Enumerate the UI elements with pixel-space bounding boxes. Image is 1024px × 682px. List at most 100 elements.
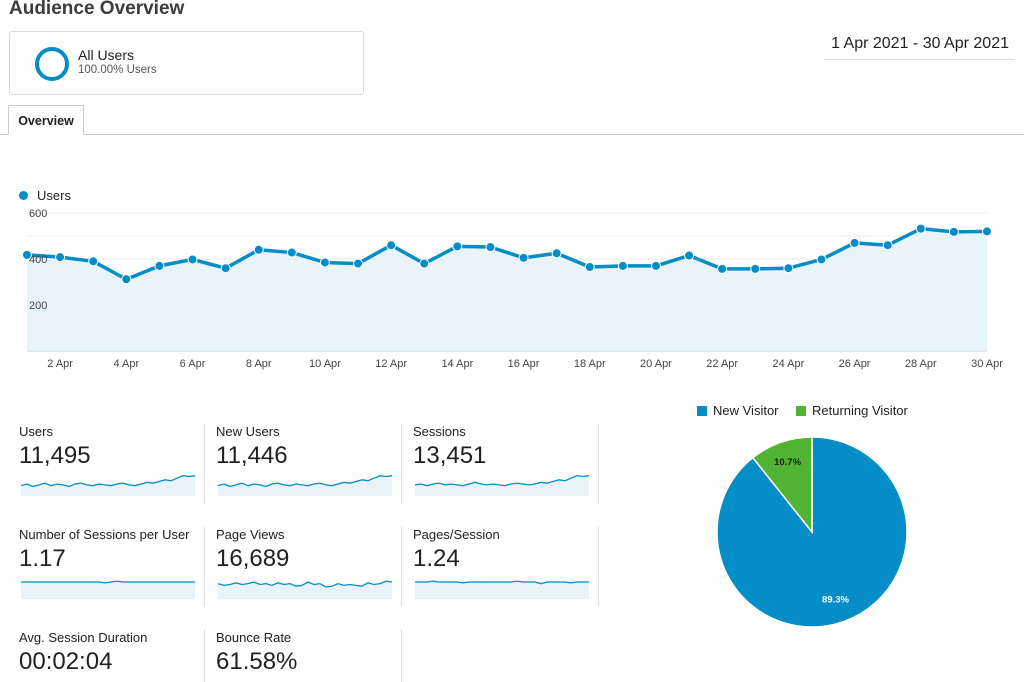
x-tick-label: 12 Apr: [375, 358, 407, 370]
users-data-point[interactable]: [22, 249, 32, 260]
pie-slice-returning-visitor[interactable]: [751, 436, 813, 535]
users-data-point[interactable]: [518, 252, 529, 263]
metric-tile[interactable]: Number of Sessions per User 1.17: [19, 527, 209, 607]
users-legend-dot-icon: [19, 191, 28, 200]
users-data-point[interactable]: [750, 263, 761, 274]
segment-card[interactable]: All Users 100.00% Users: [9, 31, 364, 95]
users-data-point[interactable]: [816, 254, 827, 265]
pie-slice-label: 10.7%: [774, 457, 801, 468]
users-data-point[interactable]: [55, 252, 66, 263]
metric-sparkline: [415, 474, 589, 496]
users-line-chart[interactable]: 200 400 600 2 Apr 4 Apr 6 Apr 8 Apr 10 Apr 12 Ap…: [0, 205, 1024, 375]
x-tick-label: 10 Apr: [309, 358, 341, 370]
pie-legend-label: Returning Visitor: [812, 403, 908, 418]
sparkline-line: [415, 474, 589, 487]
metric-tile[interactable]: New Users 11,446: [216, 424, 406, 504]
metric-tile[interactable]: Sessions 13,451: [413, 424, 603, 504]
users-data-point[interactable]: [584, 262, 595, 273]
users-data-point[interactable]: [154, 260, 165, 271]
metric-value: 11,495: [19, 442, 91, 469]
x-tick-label: 26 Apr: [839, 358, 871, 370]
pie-legend-returning-visitor[interactable]: Returning Visitor: [796, 403, 908, 418]
x-tick-label: 22 Apr: [706, 358, 738, 370]
metric-value: 13,451: [413, 442, 487, 469]
visitor-type-pie-chart[interactable]: 89.3% 10.7%: [700, 425, 924, 649]
metric-divider: [598, 424, 599, 504]
users-data-point[interactable]: [485, 242, 496, 253]
metric-label: Pages/Session: [413, 527, 500, 542]
users-data-point[interactable]: [717, 263, 728, 274]
sparkline-line: [218, 580, 392, 588]
segment-ring-icon: [35, 47, 69, 81]
sparkline-line: [21, 474, 195, 488]
metric-sparkline: [21, 678, 195, 682]
metric-value: 1.17: [19, 545, 66, 572]
metric-value: 61.58%: [216, 648, 298, 675]
metric-sparkline: [218, 474, 392, 496]
sparkline-line: [218, 474, 392, 488]
users-data-point[interactable]: [948, 226, 959, 237]
users-data-point[interactable]: [386, 240, 397, 251]
metric-label: Users: [19, 424, 53, 439]
sparkline-line: [21, 580, 195, 584]
new-visitor-swatch-icon: [697, 406, 707, 416]
users-data-point[interactable]: [121, 274, 132, 285]
users-data-point[interactable]: [650, 260, 661, 271]
users-data-point[interactable]: [783, 263, 794, 274]
pie-legend-new-visitor[interactable]: New Visitor: [697, 403, 779, 418]
metric-divider: [401, 527, 402, 607]
x-tick-label: 14 Apr: [441, 358, 473, 370]
tab-divider: [0, 134, 1024, 135]
x-tick-label: 16 Apr: [508, 358, 540, 370]
metric-divider: [204, 527, 205, 607]
metric-value: 11,446: [216, 442, 288, 469]
x-tick-label: 20 Apr: [640, 358, 672, 370]
metric-tile[interactable]: Avg. Session Duration 00:02:04: [19, 630, 209, 682]
users-data-point[interactable]: [319, 257, 330, 268]
users-data-point[interactable]: [617, 260, 628, 271]
x-tick-label: 24 Apr: [772, 358, 804, 370]
users-data-point[interactable]: [419, 258, 430, 269]
x-tick-label: 4 Apr: [113, 358, 139, 370]
metric-sparkline: [218, 678, 392, 682]
metric-tile[interactable]: Pages/Session 1.24: [413, 527, 603, 607]
metric-tile[interactable]: Bounce Rate 61.58%: [216, 630, 406, 682]
metric-divider: [598, 527, 599, 607]
users-data-point[interactable]: [187, 254, 198, 265]
users-data-point[interactable]: [882, 240, 893, 251]
metric-label: Number of Sessions per User: [19, 527, 190, 542]
users-data-point[interactable]: [982, 226, 992, 237]
sparkline-fill: [21, 581, 195, 599]
users-data-point[interactable]: [253, 244, 264, 255]
users-data-point[interactable]: [88, 256, 99, 267]
tab-overview[interactable]: Overview: [8, 105, 84, 135]
metric-tile[interactable]: Page Views 16,689: [216, 527, 406, 607]
users-data-point[interactable]: [353, 258, 364, 269]
y-tick-label: 400: [29, 254, 47, 266]
segment-name: All Users: [78, 47, 135, 63]
metric-value: 16,689: [216, 545, 290, 572]
metric-sparkline: [415, 580, 589, 599]
users-data-point[interactable]: [452, 241, 463, 252]
pie-slice-label: 89.3%: [822, 594, 849, 605]
segment-share: 100.00% Users: [78, 64, 157, 76]
users-legend-label: Users: [37, 188, 71, 203]
users-data-point[interactable]: [286, 247, 297, 258]
sparkline-line: [415, 580, 589, 585]
x-tick-label: 8 Apr: [246, 358, 272, 370]
sparkline-fill: [218, 581, 392, 599]
users-data-point[interactable]: [551, 248, 562, 259]
line-chart-legend[interactable]: Users: [19, 188, 71, 203]
metric-label: Sessions: [413, 424, 466, 439]
users-data-point[interactable]: [220, 263, 231, 274]
metric-tile[interactable]: Users 11,495: [19, 424, 209, 504]
metric-label: Bounce Rate: [216, 630, 292, 645]
users-data-point[interactable]: [684, 250, 695, 261]
metric-sparkline: [218, 580, 392, 599]
users-data-point[interactable]: [915, 223, 926, 234]
metric-label: New Users: [216, 424, 280, 439]
users-data-point[interactable]: [849, 237, 860, 248]
metric-sparkline: [21, 474, 195, 496]
x-tick-label: 6 Apr: [180, 358, 206, 370]
date-range-picker[interactable]: 1 Apr 2021 - 30 Apr 2021: [824, 35, 1014, 60]
